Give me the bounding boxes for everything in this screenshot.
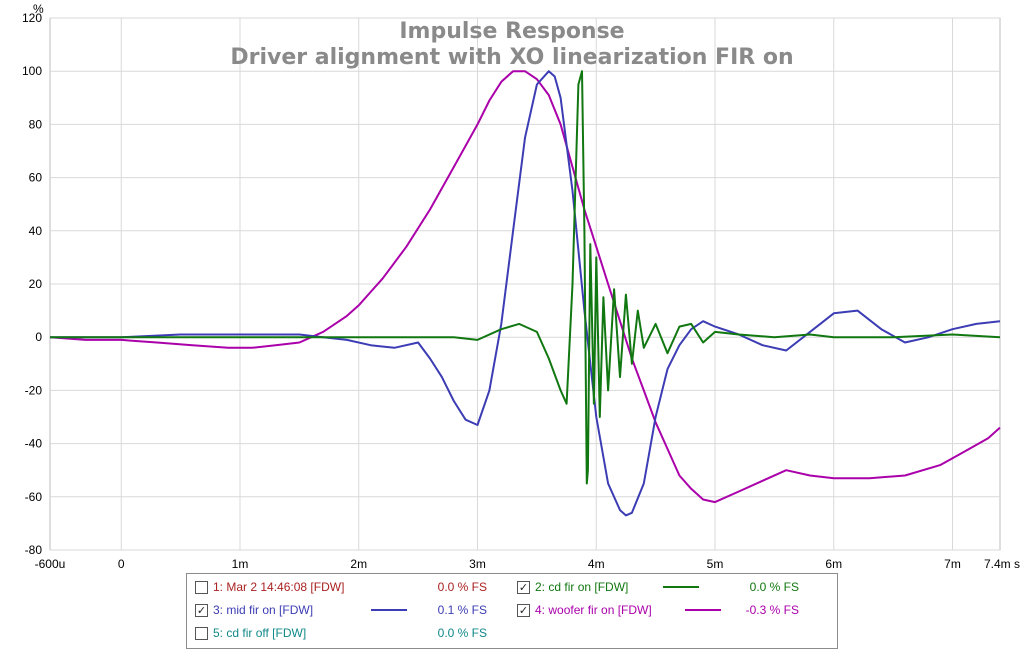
x-tick-label: 3m xyxy=(469,557,486,571)
y-tick-label: 100 xyxy=(22,64,42,78)
y-tick-label: 40 xyxy=(29,224,43,238)
legend-line-4 xyxy=(685,609,721,611)
legend-checkbox-2[interactable]: ✓ xyxy=(517,581,530,594)
legend-label-5[interactable]: 5: cd fir off [FDW] xyxy=(213,626,307,640)
y-axis-ticks: 120 100 80 60 40 20 0 -20 -40 -60 -80 xyxy=(22,11,42,557)
legend-panel: 1: Mar 2 14:46:08 [FDW] 0.0 % FS ✓ 2: cd… xyxy=(186,573,838,649)
y-tick-label: -20 xyxy=(25,383,43,397)
legend-label-2[interactable]: 2: cd fir on [FDW] xyxy=(535,580,629,594)
legend-checkbox-5[interactable] xyxy=(195,627,208,640)
chart-subtitle: Driver alignment with XO linearization F… xyxy=(230,45,793,70)
legend-label-1[interactable]: 1: Mar 2 14:46:08 [FDW] xyxy=(213,580,345,594)
legend-value-5: 0.0 % FS xyxy=(437,626,487,640)
y-tick-label: -80 xyxy=(25,543,43,557)
y-tick-label: 60 xyxy=(29,171,43,185)
chart-title: Impulse Response xyxy=(399,19,624,44)
y-tick-label: 0 xyxy=(35,330,42,344)
legend-value-1: 0.0 % FS xyxy=(437,580,487,594)
y-tick-label: -40 xyxy=(25,437,43,451)
x-tick-label: 0 xyxy=(118,557,125,571)
series-line-woofer xyxy=(49,70,1001,504)
legend-value-4: -0.3 % FS xyxy=(745,603,799,617)
x-tick-label: 4m xyxy=(588,557,605,571)
series-lines xyxy=(49,70,1001,517)
y-tick-label: 80 xyxy=(29,117,43,131)
x-tick-label: -600u xyxy=(35,557,66,571)
x-axis-ticks: -600u 0 1m 2m 3m 4m 5m 6m 7m 7.4m s xyxy=(35,557,1020,571)
x-tick-label: 6m xyxy=(825,557,842,571)
series-line-cd xyxy=(50,70,1001,485)
legend-value-3: 0.1 % FS xyxy=(437,603,487,617)
impulse-response-chart: 120 100 80 60 40 20 0 -20 -40 -60 -80 -600u 0 1m 2m 3m… xyxy=(22,2,1020,571)
x-tick-label: 2m xyxy=(350,557,367,571)
legend-line-2 xyxy=(663,586,699,588)
y-tick-label: -60 xyxy=(25,490,43,504)
x-tick-label: 7m xyxy=(944,557,961,571)
x-tick-label: 5m xyxy=(707,557,724,571)
legend-label-4[interactable]: 4: woofer fir on [FDW] xyxy=(535,603,652,617)
x-tick-label: 7.4m s xyxy=(984,557,1020,571)
legend-checkbox-3[interactable]: ✓ xyxy=(195,604,208,617)
y-axis-unit: % xyxy=(33,2,44,16)
legend-value-2: 0.0 % FS xyxy=(749,580,799,594)
y-tick-label: 20 xyxy=(29,277,43,291)
legend-line-3 xyxy=(371,609,407,611)
legend-checkbox-1[interactable] xyxy=(195,581,208,594)
legend-label-3[interactable]: 3: mid fir on [FDW] xyxy=(213,603,314,617)
legend-checkbox-4[interactable]: ✓ xyxy=(517,604,530,617)
y-tick-label: 120 xyxy=(22,11,42,25)
x-tick-label: 1m xyxy=(232,557,249,571)
